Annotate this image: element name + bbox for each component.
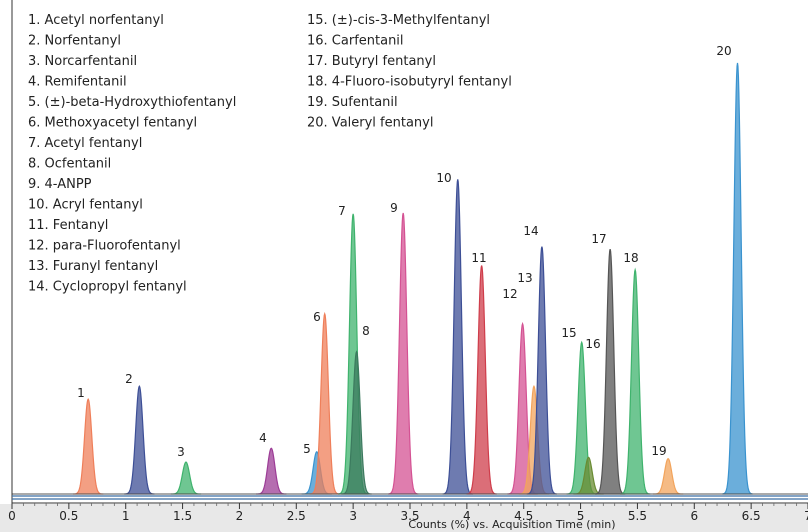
- x-axis-panel: [0, 504, 808, 532]
- x-tick-label: 7: [804, 509, 808, 523]
- peak-label-1: 1: [77, 386, 85, 400]
- x-tick-label: 6.5: [742, 509, 761, 523]
- legend-item: 15. (±)-cis-3-Methylfentanyl: [307, 13, 490, 28]
- peak-17: [594, 249, 626, 495]
- x-tick-label: 1.5: [173, 509, 192, 523]
- peak-label-10: 10: [436, 171, 451, 185]
- peak-20: [722, 62, 753, 495]
- peak-9: [388, 212, 419, 495]
- legend-item: 13. Furanyl fentanyl: [28, 259, 158, 274]
- legend-item: 14. Cyclopropyl fentanyl: [28, 280, 187, 295]
- peak-label-9: 9: [390, 201, 398, 215]
- peak-label-13: 13: [517, 271, 532, 285]
- x-tick-label: 0: [8, 509, 16, 523]
- x-tick-label: 3: [349, 509, 357, 523]
- x-tick-label: 0.5: [59, 509, 78, 523]
- peaks-layer: [12, 62, 808, 495]
- x-tick-label: 3.5: [400, 509, 419, 523]
- x-ticks: 0 0.5 1 1.5 2 2.5 3 3.5 4 4.5 5 5.5 6 6.5 7: [8, 503, 808, 523]
- peak-label-11: 11: [471, 251, 486, 265]
- peak-label-12: 12: [502, 287, 517, 301]
- legend-item: 6. Methoxyacetyl fentanyl: [28, 116, 197, 131]
- x-tick-label: 2.5: [287, 509, 306, 523]
- peak-4: [256, 447, 287, 495]
- peak-label-14: 14: [523, 224, 538, 238]
- peak-18: [620, 267, 651, 495]
- peak-label-5: 5: [303, 442, 311, 456]
- x-tick-label: 1: [122, 509, 130, 523]
- peak-label-2: 2: [125, 372, 133, 386]
- legend-item: 2. Norfentanyl: [28, 34, 121, 49]
- x-tick-label: 4.5: [514, 509, 533, 523]
- legend-item: 20. Valeryl fentanyl: [307, 116, 433, 131]
- peak-10: [442, 179, 473, 495]
- legend-item: 5. (±)-beta-Hydroxythiofentanyl: [28, 95, 236, 110]
- x-tick-label: 4: [463, 509, 471, 523]
- peak-label-6: 6: [313, 310, 321, 324]
- peak-label-16: 16: [585, 337, 600, 351]
- legend-item: 18. 4-Fluoro-isobutyryl fentanyl: [307, 75, 512, 90]
- peak-2: [124, 384, 155, 495]
- legend-item: 19. Sufentanil: [307, 95, 398, 110]
- x-tick-label: 5: [577, 509, 585, 523]
- legend: 1. Acetyl norfentanyl 2. Norfentanyl 3. No…: [28, 13, 512, 295]
- legend-item: 10. Acryl fentanyl: [28, 198, 143, 213]
- x-tick-label: 6: [690, 509, 698, 523]
- peak-8: [341, 350, 372, 495]
- peak-label-17: 17: [591, 232, 606, 246]
- peak-label-18: 18: [623, 251, 638, 265]
- legend-item: 16. Carfentanil: [307, 34, 404, 49]
- legend-item: 7. Acetyl fentanyl: [28, 136, 142, 151]
- x-tick-label: 2: [236, 509, 244, 523]
- legend-item: 11. Fentanyl: [28, 218, 108, 233]
- legend-item: 9. 4-ANPP: [28, 177, 92, 192]
- peak-1: [73, 398, 104, 495]
- legend-item: 8. Ocfentanil: [28, 157, 111, 172]
- peak-label-4: 4: [259, 431, 267, 445]
- peak-label-3: 3: [177, 445, 185, 459]
- peak-6: [309, 311, 340, 495]
- x-tick-label: 5.5: [628, 509, 647, 523]
- peak-label-8: 8: [362, 324, 370, 338]
- peak-11: [466, 265, 497, 495]
- peak-label-20: 20: [716, 44, 731, 58]
- legend-item: 17. Butyryl fentanyl: [307, 54, 436, 69]
- legend-item: 12. para-Fluorofentanyl: [28, 239, 181, 254]
- x-axis-title: Counts (%) vs. Acquisition Time (min): [408, 518, 615, 531]
- legend-item: 4. Remifentanil: [28, 75, 127, 90]
- peak-label-19: 19: [651, 444, 666, 458]
- peak-label-15: 15: [561, 326, 576, 340]
- peak-3: [170, 461, 202, 495]
- peak-14: [526, 246, 558, 495]
- legend-item: 3. Norcarfentanil: [28, 54, 137, 69]
- peak-label-7: 7: [338, 204, 346, 218]
- peak-19: [652, 457, 684, 495]
- legend-item: 1. Acetyl norfentanyl: [28, 13, 164, 28]
